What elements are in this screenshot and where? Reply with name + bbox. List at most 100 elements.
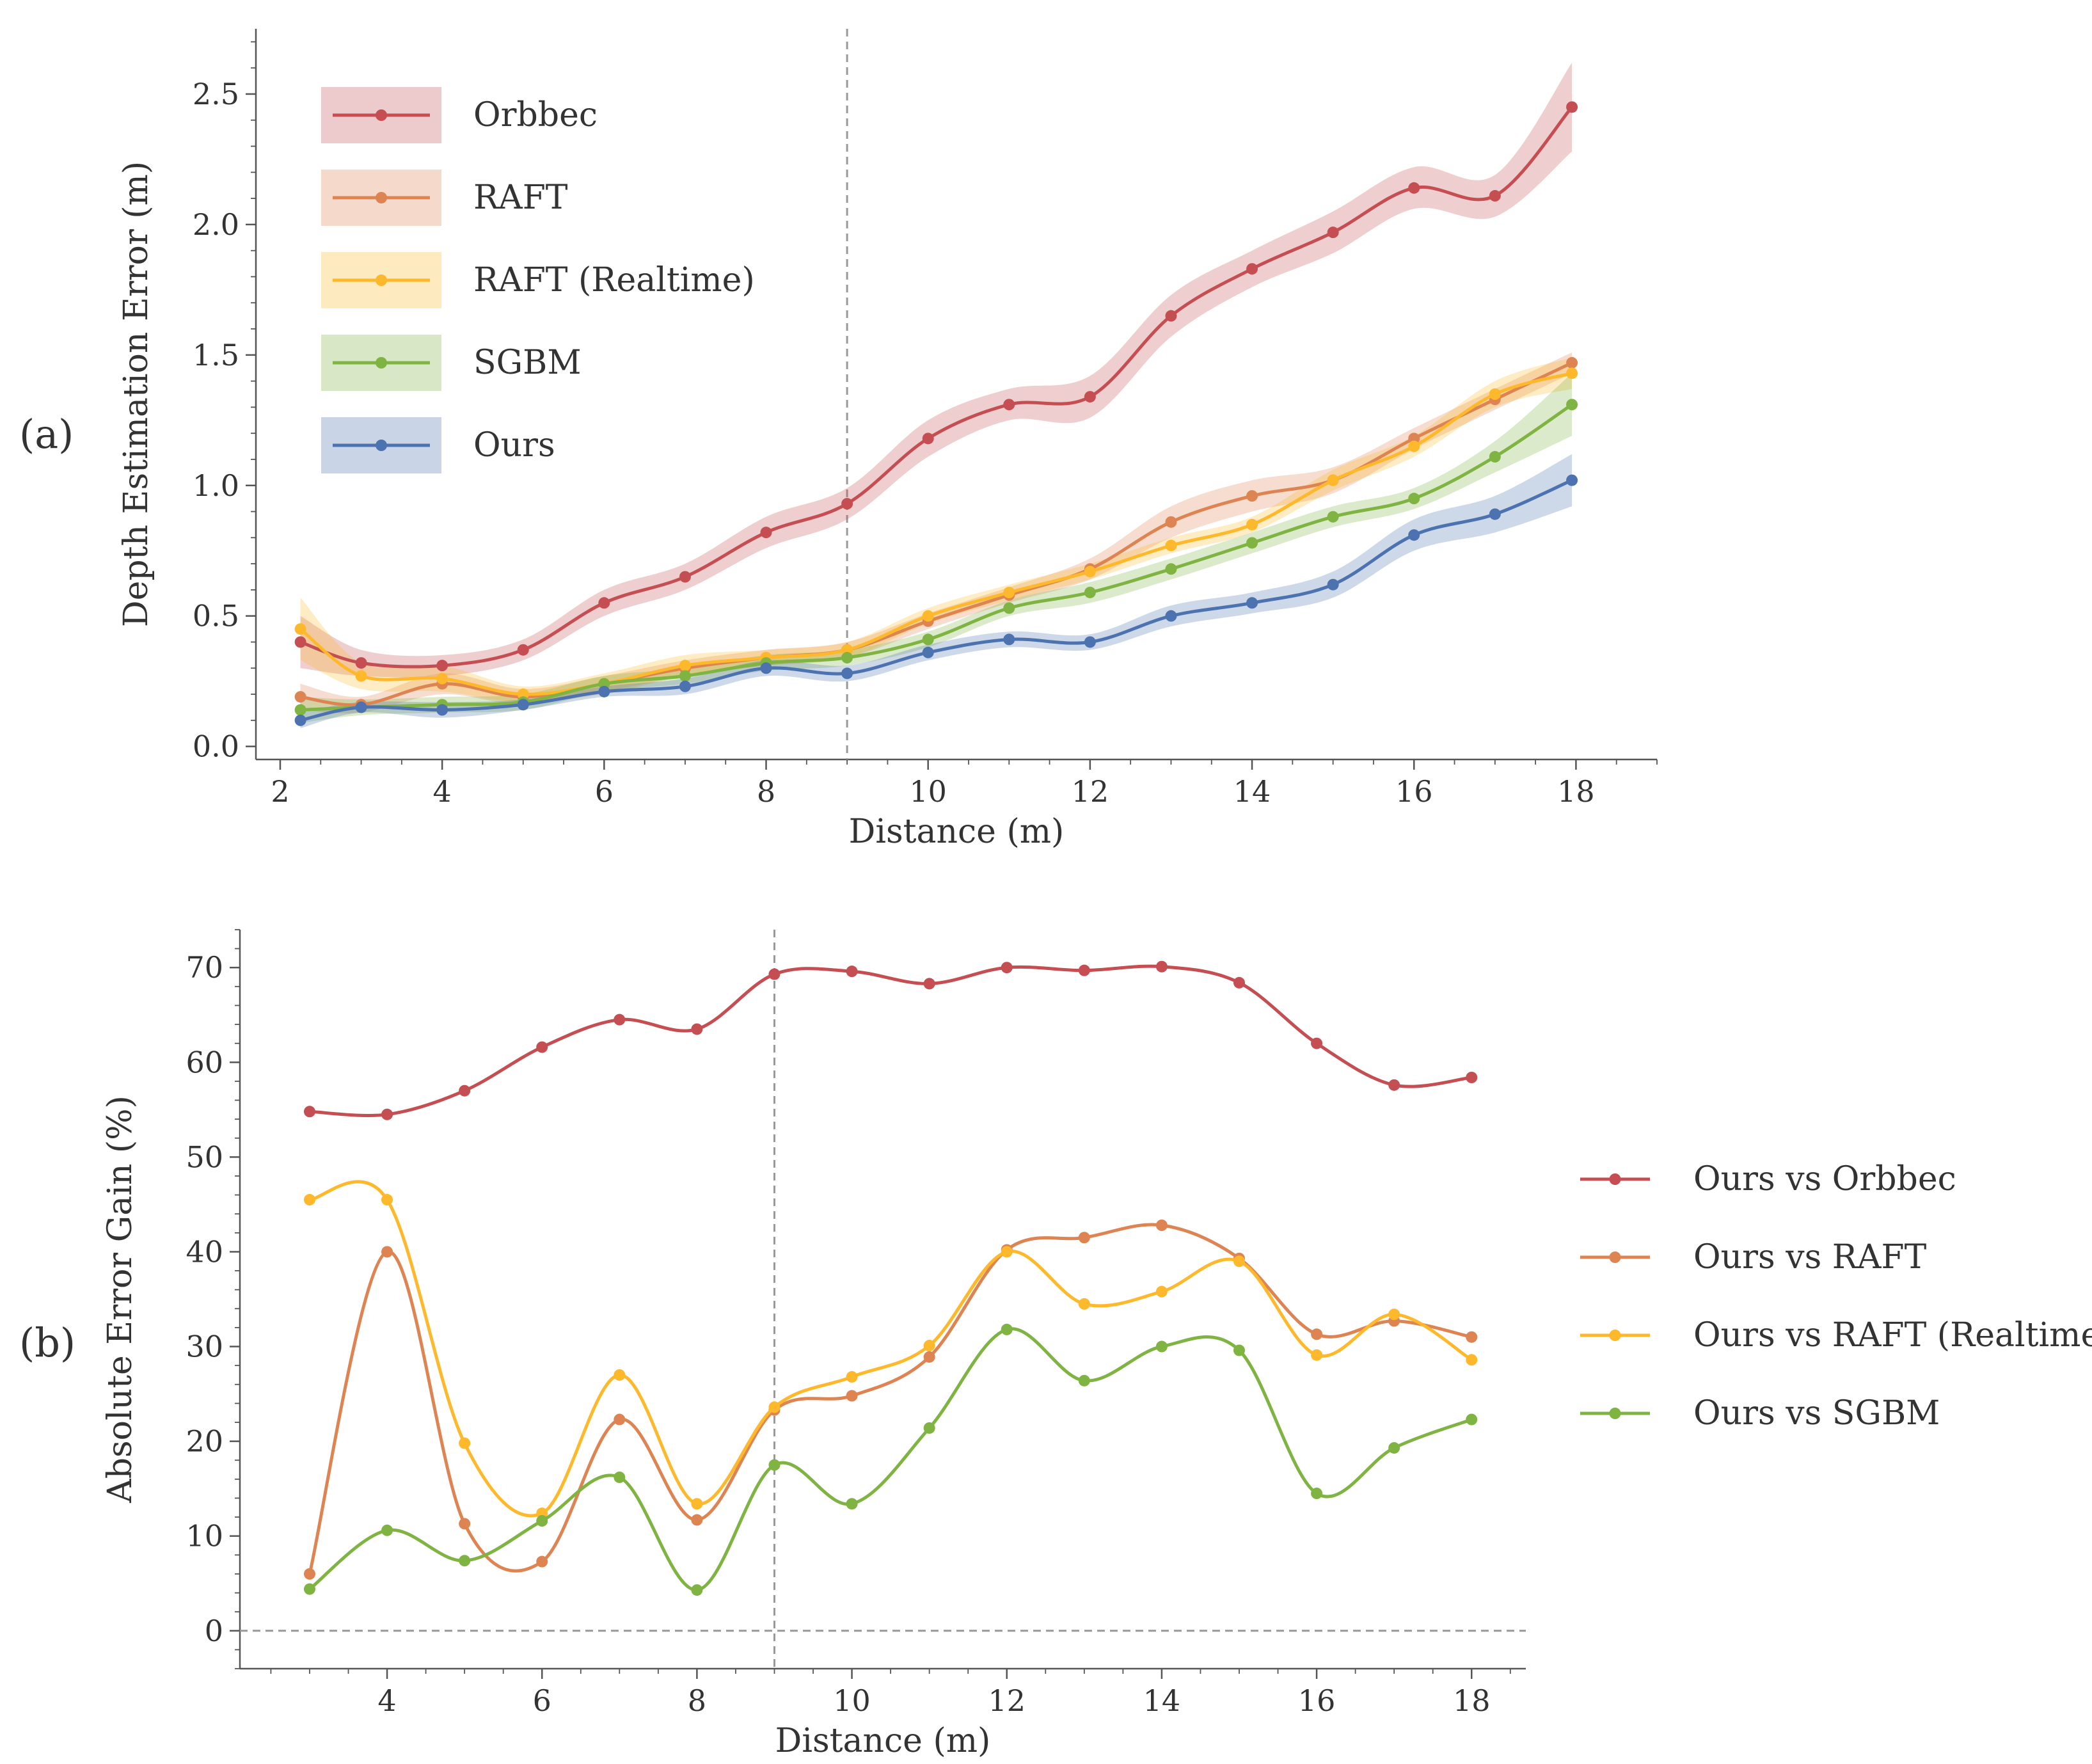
legend-label: Ours vs Orbbec bbox=[1693, 1160, 1956, 1198]
point-ours bbox=[1327, 578, 1339, 591]
point-raft bbox=[1165, 516, 1177, 528]
point-raft bbox=[294, 691, 306, 703]
legend-label: Ours vs RAFT bbox=[1693, 1238, 1927, 1276]
point-ours-vs-orbbec bbox=[1155, 960, 1168, 973]
point-sgbm bbox=[1489, 450, 1501, 463]
point-sgbm bbox=[841, 651, 853, 663]
legend-item-sgbm: SGBM bbox=[321, 335, 582, 391]
point-orbbec bbox=[1246, 263, 1258, 275]
panel-label-b: (b) bbox=[19, 1319, 75, 1366]
legend-marker bbox=[376, 274, 387, 286]
point-ours-vs-raft-realtime bbox=[846, 1371, 858, 1383]
point-ours-vs-sgbm bbox=[846, 1498, 858, 1510]
legend-label: Ours vs SGBM bbox=[1693, 1394, 1940, 1433]
legend-item-ours-vs-sgbm: Ours vs SGBM bbox=[1580, 1394, 1940, 1433]
legend-marker bbox=[1609, 1330, 1621, 1341]
line-ours-vs-sgbm bbox=[308, 1327, 1473, 1592]
chart-b-error-gain: 4 6 8 10 12 14 16 18 0 10 20 30 40 50 60 70 Distance (m)… bbox=[101, 929, 2092, 1760]
point-ours-vs-orbbec bbox=[536, 1041, 548, 1053]
point-ours-vs-raft-realtime bbox=[1388, 1308, 1400, 1321]
point-ours bbox=[760, 662, 772, 674]
point-ours-vs-sgbm bbox=[1388, 1442, 1400, 1454]
point-sgbm bbox=[1246, 537, 1258, 549]
y-tick-label: 10 bbox=[186, 1519, 223, 1553]
y-tick-label: 1.0 bbox=[193, 468, 239, 503]
point-raft-realtime bbox=[294, 623, 306, 635]
point-ours bbox=[1003, 633, 1015, 646]
point-raft-realtime bbox=[1165, 539, 1177, 552]
y-tick-label: 70 bbox=[186, 950, 223, 985]
point-ours-vs-raft bbox=[923, 1351, 935, 1363]
point-orbbec bbox=[1566, 101, 1578, 113]
legend-marker bbox=[1609, 1173, 1621, 1185]
x-axis-label: Distance (m) bbox=[849, 813, 1065, 851]
point-sgbm bbox=[1165, 563, 1177, 575]
point-ours-vs-sgbm bbox=[768, 1459, 781, 1471]
x-tick-label: 14 bbox=[1143, 1683, 1181, 1718]
point-ours bbox=[1408, 529, 1420, 541]
legend-label: Ours vs RAFT (Realtime) bbox=[1693, 1316, 2092, 1355]
x-tick-label: 6 bbox=[533, 1683, 551, 1718]
point-raft-realtime bbox=[922, 610, 934, 622]
x-tick-label: 8 bbox=[757, 774, 775, 809]
point-ours-vs-orbbec bbox=[303, 1106, 315, 1118]
y-tick-label: 20 bbox=[186, 1424, 223, 1459]
point-orbbec bbox=[1327, 226, 1339, 239]
point-ours-vs-sgbm bbox=[1233, 1344, 1245, 1356]
legend-label: Orbbec bbox=[473, 96, 598, 134]
point-orbbec bbox=[294, 636, 306, 648]
legend-item-raft-realtime: RAFT (Realtime) bbox=[321, 252, 755, 308]
point-raft-realtime bbox=[1566, 367, 1578, 379]
legend-item-ours-vs-orbbec: Ours vs Orbbec bbox=[1580, 1160, 1956, 1198]
point-sgbm bbox=[1566, 399, 1578, 411]
legend-item-raft: RAFT bbox=[321, 170, 568, 226]
point-ours-vs-orbbec bbox=[1233, 976, 1245, 989]
point-ours-vs-orbbec bbox=[459, 1085, 471, 1097]
point-orbbec bbox=[598, 597, 610, 609]
point-raft bbox=[1246, 490, 1258, 502]
point-raft-realtime bbox=[1408, 440, 1420, 452]
point-orbbec bbox=[841, 498, 853, 510]
point-raft-realtime bbox=[1246, 518, 1258, 530]
point-orbbec bbox=[1165, 310, 1177, 322]
point-ours-vs-sgbm bbox=[1466, 1413, 1478, 1426]
point-ours-vs-raft-realtime bbox=[459, 1437, 471, 1449]
x-tick-label: 18 bbox=[1557, 774, 1595, 809]
point-ours-vs-sgbm bbox=[536, 1515, 548, 1527]
y-tick-label: 0.5 bbox=[193, 599, 239, 633]
point-ours bbox=[1084, 636, 1096, 648]
point-ours bbox=[841, 667, 853, 679]
point-orbbec bbox=[355, 657, 367, 669]
point-ours-vs-orbbec bbox=[1388, 1079, 1400, 1091]
point-raft-realtime bbox=[1003, 586, 1015, 598]
point-ours-vs-orbbec bbox=[768, 968, 781, 980]
x-tick-label: 2 bbox=[271, 774, 289, 809]
point-raft-realtime bbox=[1084, 566, 1096, 578]
point-orbbec bbox=[922, 433, 934, 445]
legend-marker bbox=[376, 440, 387, 451]
point-ours-vs-orbbec bbox=[614, 1013, 626, 1026]
y-tick-label: 1.5 bbox=[193, 338, 239, 372]
x-tick-label: 4 bbox=[377, 1683, 396, 1718]
point-ours-vs-orbbec bbox=[1311, 1037, 1323, 1049]
point-ours-vs-raft-realtime bbox=[691, 1498, 703, 1510]
line-orbbec bbox=[299, 106, 1573, 669]
legend-marker bbox=[376, 357, 387, 369]
y-tick-label: 0 bbox=[205, 1614, 223, 1648]
legend-label: RAFT (Realtime) bbox=[473, 261, 755, 299]
point-ours-vs-raft bbox=[536, 1555, 548, 1568]
point-ours-vs-orbbec bbox=[381, 1108, 393, 1120]
point-orbbec bbox=[1489, 190, 1501, 202]
point-ours bbox=[1566, 474, 1578, 486]
x-tick-label: 12 bbox=[1072, 774, 1109, 809]
point-ours bbox=[517, 699, 529, 711]
point-ours-vs-raft-realtime bbox=[1001, 1246, 1013, 1258]
x-tick-label: 4 bbox=[433, 774, 452, 809]
point-orbbec bbox=[436, 660, 448, 672]
point-ours-vs-raft bbox=[1466, 1331, 1478, 1343]
point-ours bbox=[1165, 610, 1177, 622]
y-tick-label: 2.0 bbox=[193, 207, 239, 242]
point-ours-vs-raft bbox=[1311, 1328, 1323, 1340]
point-ours-vs-sgbm bbox=[1078, 1374, 1090, 1387]
y-tick-label: 40 bbox=[186, 1234, 223, 1269]
